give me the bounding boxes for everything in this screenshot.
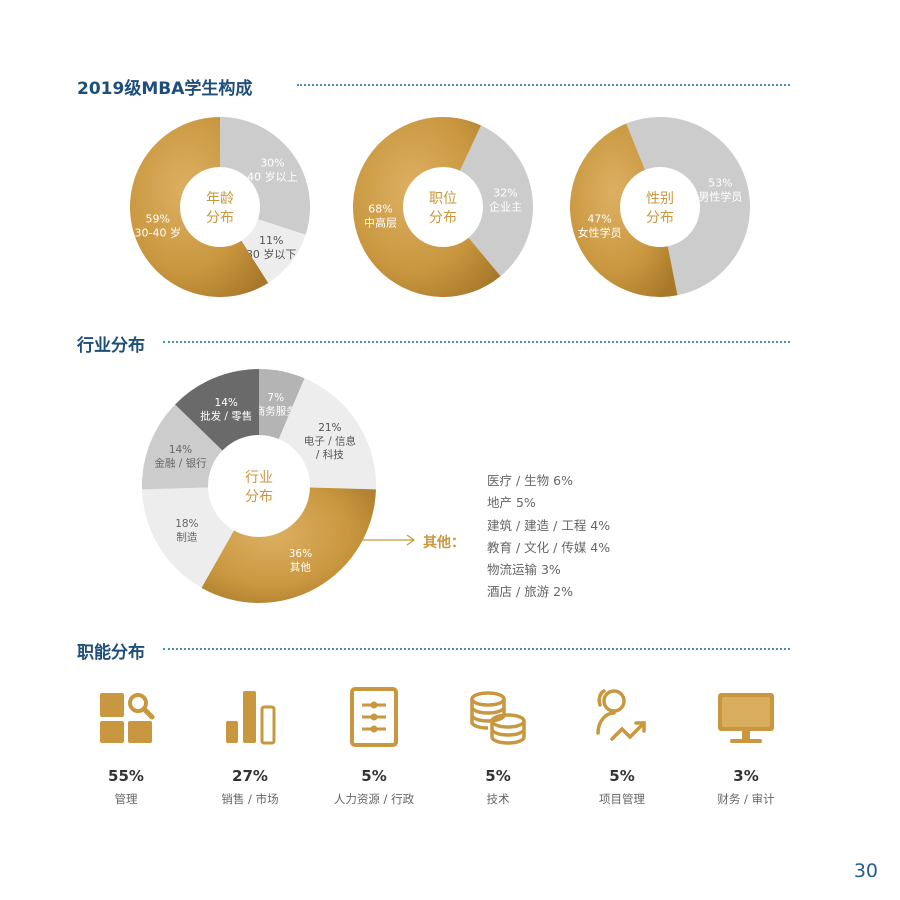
slice-label: 21%电子 / 信息/ 科技 (304, 422, 356, 461)
function-label: 技术 (486, 792, 510, 806)
list-item: 教育 / 文化 / 传媒 4% (487, 539, 611, 555)
function-distribution-row: 55% 管理 27% 销售 / 市场 5% 人力资源 / 行政 (60, 685, 820, 825)
donut-center-label: 行业分布 (245, 470, 273, 505)
function-item-project: 5% 项目管理 (560, 685, 684, 807)
management-icon (100, 693, 155, 743)
function-item-sales: 27% 销售 / 市场 (188, 685, 312, 807)
other-breakdown-list: 医疗 / 生物 6% 地产 5% 建筑 / 建造 / 工程 4% 教育 / 文化… (487, 470, 610, 604)
list-item: 建筑 / 建造 / 工程 4% (487, 517, 611, 533)
position-distribution-pie: 32%企业主 68%中高层 职位分布 (353, 117, 533, 298)
function-label: 销售 / 市场 (221, 792, 279, 806)
function-label: 管理 (114, 792, 138, 806)
slice-label: 14%金融 / 银行 (154, 444, 207, 470)
function-pct: 3% (733, 767, 759, 785)
pie-slice (443, 125, 533, 277)
list-item: 地产 5% (487, 495, 536, 511)
slice-label: 47%女性学员 (578, 212, 622, 239)
donut-center (180, 167, 260, 247)
slice-label: 68%中高层 (364, 203, 397, 230)
function-pct: 27% (232, 767, 268, 785)
function-pct: 5% (485, 767, 511, 785)
function-pct: 5% (361, 767, 387, 785)
slice-label: 32%企业主 (489, 186, 522, 213)
slice-label: 18%制造 (175, 518, 198, 544)
donut-center (208, 435, 310, 537)
slice-label: 53%男性学员 (698, 177, 742, 204)
function-item-management: 55% 管理 (64, 685, 188, 807)
function-label: 人力资源 / 行政 (333, 792, 415, 806)
list-item: 医疗 / 生物 6% (487, 473, 573, 488)
function-label: 项目管理 (599, 792, 645, 806)
function-item-hr: 5% 人力资源 / 行政 (312, 685, 436, 807)
donut-center-label: 性别分布 (646, 191, 674, 226)
slice-label: 30% 40 岁以上 (247, 156, 298, 183)
list-item: 酒店 / 旅游 2% (487, 584, 573, 600)
sales-chart-icon (226, 691, 276, 745)
function-label: 财务 / 审计 (717, 792, 775, 806)
hr-clipboard-icon (350, 687, 398, 747)
industry-section-title: 行业分布 (77, 336, 145, 356)
project-user-icon (596, 689, 646, 741)
function-pct: 55% (108, 767, 144, 785)
industry-distribution-pie: 7%商务服务 21%电子 / 信息/ 科技 36%其他 18%制造 14%金融 / 银行… (142, 369, 376, 603)
donut-center-label: 年龄分布 (206, 191, 234, 226)
industry-title-divider (163, 341, 790, 343)
function-item-finance: 3% 财务 / 审计 (684, 685, 808, 807)
donut-center (403, 167, 483, 247)
composition-section-title: 2019级MBA学生构成 (77, 79, 253, 99)
slice-label: 7%商务服务 (255, 392, 297, 418)
other-pointer-arrow (362, 534, 416, 546)
composition-title-divider (297, 84, 790, 86)
slice-label: 11% 30 岁以下 (246, 234, 296, 261)
page-number: 30 (853, 860, 878, 882)
function-title-divider (163, 648, 790, 650)
function-item-tech: 5% 技术 (436, 685, 560, 807)
donut-center (620, 167, 700, 247)
donut-center-label: 职位分布 (429, 191, 457, 226)
list-item: 物流运输 3% (487, 562, 561, 578)
finance-monitor-icon (718, 693, 774, 743)
function-pct: 5% (609, 767, 635, 785)
slice-label: 36%其他 (289, 548, 312, 574)
function-section-title: 职能分布 (77, 643, 145, 663)
slice-label: 59% 30-40 岁 (135, 213, 181, 240)
tech-database-icon (470, 691, 526, 745)
other-heading: 其他： (423, 535, 465, 551)
slice-label: 14%批发 / 零售 (200, 397, 252, 423)
